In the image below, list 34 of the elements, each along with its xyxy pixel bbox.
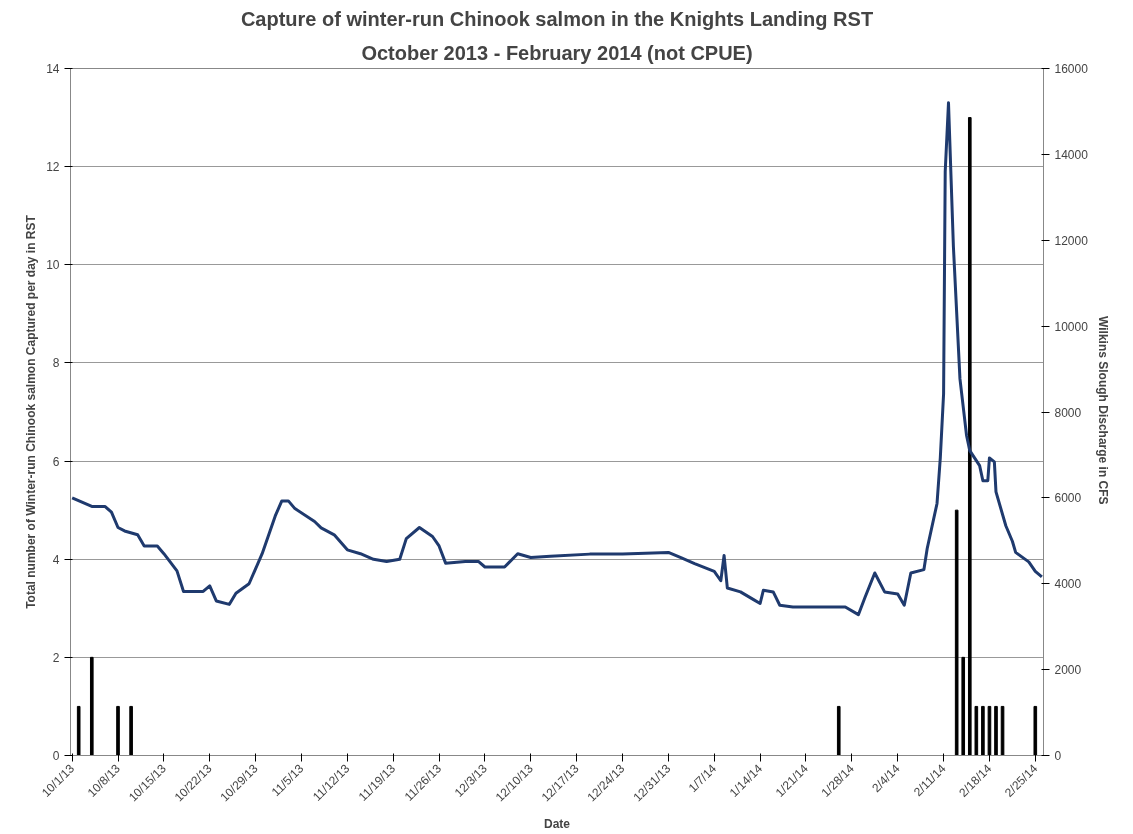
line-series [70, 101, 1044, 617]
y2-tick-label: 16000 [1054, 62, 1089, 76]
bar [836, 705, 841, 756]
bar [954, 509, 959, 756]
y-tick-label: 4 [52, 552, 60, 567]
chart-subtitle: October 2013 - February 2014 (not CPUE) [361, 41, 753, 64]
y2-tick-label: 4000 [1054, 577, 1082, 592]
bar [967, 117, 972, 756]
y2-tick-label: 12000 [1054, 233, 1089, 248]
y-tick-label: 6 [52, 454, 60, 469]
y2-tick-label: 0 [1054, 749, 1062, 763]
y-tick-label: 0 [52, 749, 60, 763]
y-tick-label: 10 [46, 258, 60, 273]
bar [89, 656, 94, 756]
y2-tick-label: 14000 [1054, 147, 1089, 162]
y-tick-label: 12 [46, 160, 60, 175]
chart-title: Capture of winter-run Chinook salmon in the Knights Landing RST [240, 7, 874, 30]
x-axis-title: Date [544, 817, 571, 832]
bar [1000, 705, 1005, 756]
y2-tick-label: 2000 [1054, 663, 1082, 678]
bar [981, 705, 985, 756]
y-tick-label: 8 [52, 356, 60, 371]
bar [994, 705, 998, 756]
y2-tick-label: 8000 [1054, 405, 1082, 420]
bar [961, 656, 966, 756]
bar [129, 705, 133, 756]
y-tick-label: 2 [52, 650, 60, 665]
bar [974, 705, 979, 756]
y2-tick-label: 6000 [1054, 491, 1082, 506]
y-axis-title: Total number of Winter-run Chinook salmon Captured per day in RST [24, 214, 39, 609]
bar [76, 705, 81, 756]
y2-tick-label: 10000 [1054, 319, 1089, 334]
y2-axis-title: Wilkins Slough Discharge in CFS [1095, 316, 1110, 505]
y-tick-label: 14 [46, 62, 60, 76]
